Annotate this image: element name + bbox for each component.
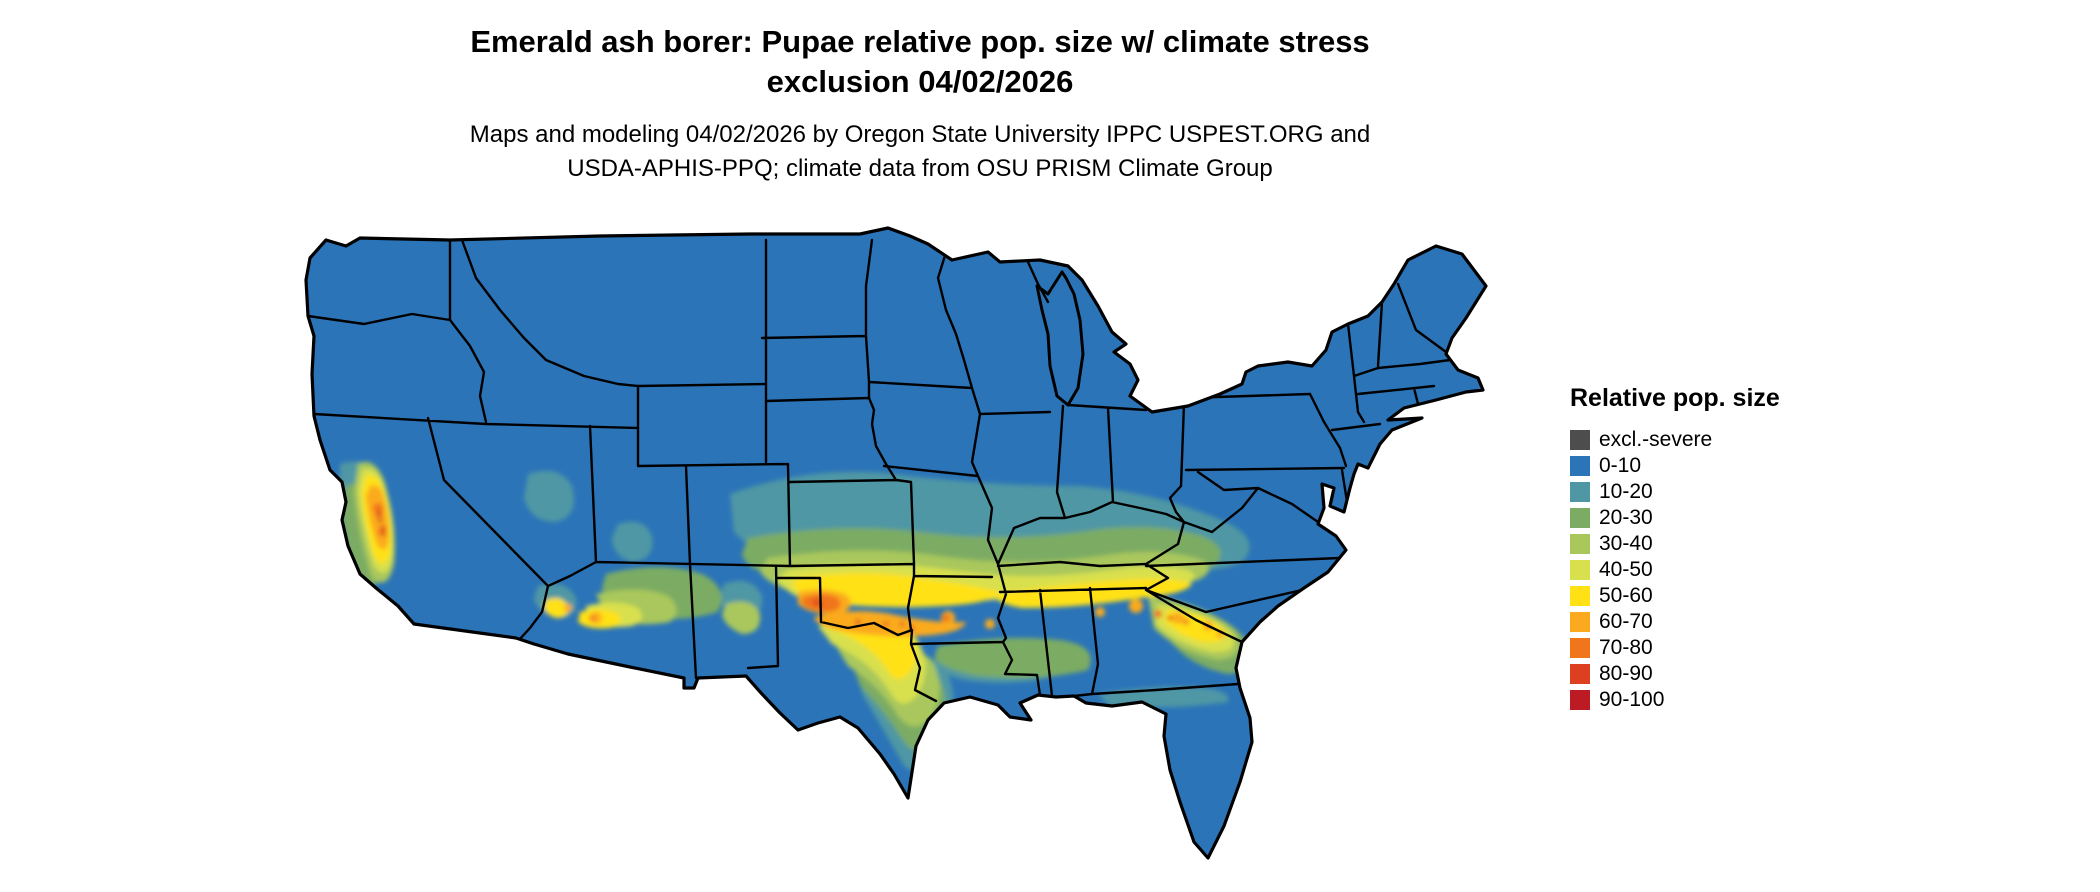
map-title-line2: exclusion 04/02/2026 <box>766 64 1074 99</box>
legend-swatch <box>1570 690 1590 710</box>
raster-spot-90-100 <box>378 518 382 522</box>
legend-swatch <box>1570 430 1590 450</box>
lake-michigan <box>1035 270 1085 407</box>
legend-swatch <box>1570 560 1590 580</box>
legend-item: 0-10 <box>1570 453 1780 479</box>
raster-spot-70-80 <box>883 621 889 627</box>
raster-spot-60-70 <box>1129 599 1143 613</box>
legend-swatch <box>1570 638 1590 658</box>
raster-spot-60-70 <box>985 619 995 629</box>
legend-label: 10-20 <box>1599 480 1653 503</box>
raster-spot-90-100 <box>382 532 386 536</box>
raster-spot-60-70 <box>1095 607 1105 617</box>
legend-item: 10-20 <box>1570 479 1780 505</box>
raster-spot-60-70 <box>564 604 572 612</box>
legend-swatch <box>1570 612 1590 632</box>
map-subtitle: Maps and modeling 04/02/2026 by Oregon S… <box>300 118 1540 186</box>
legend-swatch <box>1570 534 1590 554</box>
raster-spot-80-90 <box>855 619 861 625</box>
legend-swatch <box>1570 508 1590 528</box>
state-borders-layer <box>306 238 1452 703</box>
legend-swatch <box>1570 456 1590 476</box>
raster-spot-80-90 <box>1167 615 1173 621</box>
legend-swatch <box>1570 482 1590 502</box>
legend-label: 50-60 <box>1599 584 1653 607</box>
state-borders <box>306 238 1452 703</box>
raster-band-20-30 <box>342 483 1252 751</box>
raster-spot-70-80 <box>942 614 950 622</box>
map-title-line1: Emerald ash borer: Pupae relative pop. s… <box>470 24 1370 59</box>
legend-item: 30-40 <box>1570 531 1780 557</box>
map-subtitle-line2: USDA-APHIS-PPQ; climate data from OSU PR… <box>567 155 1273 182</box>
legend-item: 60-70 <box>1570 609 1780 635</box>
raster-spot-80-90 <box>900 622 904 626</box>
raster-spot-80-90 <box>376 511 382 517</box>
raster-spot-70-80 <box>1154 610 1162 618</box>
legend-item: 90-100 <box>1570 687 1780 713</box>
map-subtitle-line1: Maps and modeling 04/02/2026 by Oregon S… <box>469 121 1371 148</box>
raster-spot-80-90 <box>813 599 819 605</box>
legend-label: 20-30 <box>1599 506 1653 529</box>
raster-spot-60-70 <box>590 612 602 624</box>
raster-spot-80-90 <box>380 525 386 531</box>
titles-block: Emerald ash borer: Pupae relative pop. s… <box>300 22 1540 186</box>
legend-title: Relative pop. size <box>1570 384 1780 412</box>
legend-label: excl.-severe <box>1599 428 1713 451</box>
us-outline <box>304 226 1488 860</box>
legend-label: 40-50 <box>1599 558 1653 581</box>
legend-item: 40-50 <box>1570 557 1780 583</box>
legend-swatch <box>1570 586 1590 606</box>
legend-label: 80-90 <box>1599 662 1653 685</box>
legend-item: 80-90 <box>1570 661 1780 687</box>
legend-item: 70-80 <box>1570 635 1780 661</box>
legend-swatch <box>1570 664 1590 684</box>
legend-label: 60-70 <box>1599 610 1653 633</box>
legend-label: 30-40 <box>1599 532 1653 555</box>
us-map <box>304 226 1488 860</box>
legend-item: 50-60 <box>1570 583 1780 609</box>
raster-spot-70-80 <box>373 503 383 513</box>
raster-spot-60-70 <box>1172 612 1184 624</box>
legend-item: excl.-severe <box>1570 427 1780 453</box>
legend-item: 20-30 <box>1570 505 1780 531</box>
raster-spot-70-80 <box>1183 619 1189 625</box>
legend-items: excl.-severe 0-10 10-20 20-30 30-40 40-50 50-6… <box>1570 427 1780 713</box>
raster-spot-70-80 <box>589 615 595 621</box>
legend-label: 70-80 <box>1599 636 1653 659</box>
legend-label: 0-10 <box>1599 454 1642 477</box>
legend-label: 90-100 <box>1599 688 1665 711</box>
legend: Relative pop. size excl.-severe 0-10 10-20… <box>1570 384 1780 713</box>
